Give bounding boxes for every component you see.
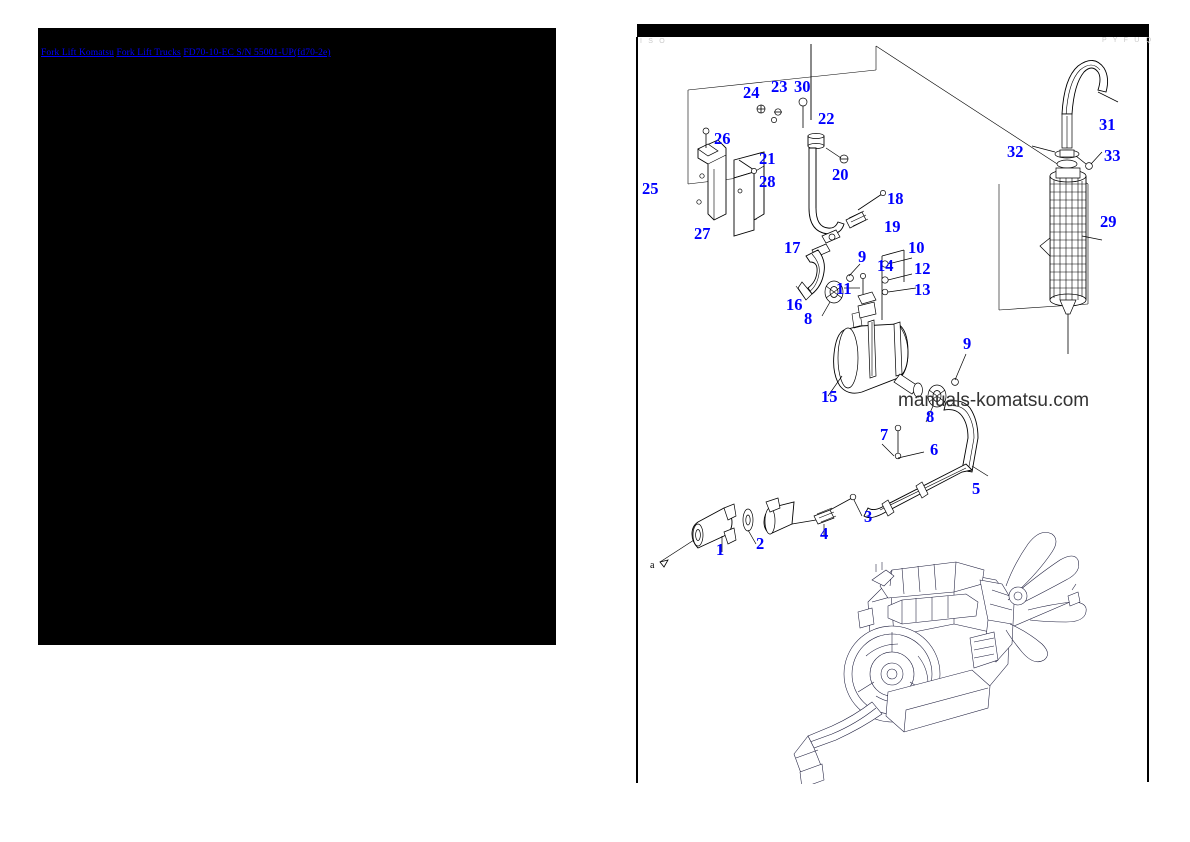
breadcrumb-item-3[interactable]: FD70-10-EC S/N 55001-UP(fd70-2e) <box>183 48 331 58</box>
breadcrumb: Fork Lift Komatsu Fork Lift Trucks FD70-… <box>41 48 331 59</box>
callout-32: 32 <box>1007 142 1024 161</box>
callout-27: 27 <box>694 224 711 243</box>
callout-29: 29 <box>1100 212 1117 231</box>
callout-20: 20 <box>832 165 849 184</box>
callout-28: 28 <box>759 172 776 191</box>
diagram-canvas: manuals-komatsu.com 1 2 3 4 5 6 7 8 8 9 … <box>642 44 1121 784</box>
callout-4: 4 <box>820 524 828 543</box>
callout-33: 33 <box>1104 146 1121 165</box>
part-aircleaner-group <box>1031 60 1119 354</box>
callout-5: 5 <box>972 479 980 498</box>
diagram-frame-left-border <box>636 37 638 783</box>
part-flange-group-right <box>925 353 967 423</box>
part-fastener-group-lower <box>881 424 925 460</box>
part-pipe-20 <box>807 133 886 258</box>
breadcrumb-item-2[interactable]: Fork Lift Trucks <box>116 48 181 58</box>
callout-22: 22 <box>818 109 835 128</box>
callout-18: 18 <box>887 189 904 208</box>
part-bracket-group <box>696 127 765 237</box>
callout-9: 9 <box>858 247 866 266</box>
callout-17: 17 <box>784 238 801 257</box>
callout-31: 31 <box>1099 115 1116 134</box>
part-tailpipe-5 <box>863 400 989 519</box>
callout-15: 15 <box>821 387 838 406</box>
label-a: a <box>650 560 655 571</box>
callout-24: 24 <box>743 83 760 102</box>
callout-9b: 9 <box>963 334 971 353</box>
document-viewer-panel: Fork Lift Komatsu Fork Lift Trucks FD70-… <box>38 28 556 645</box>
callout-8: 8 <box>926 407 934 426</box>
parts-diagram-panel: I S O P Y F U Q <box>636 24 1151 784</box>
diagram-code-right: P Y F U Q <box>1102 37 1154 44</box>
diagram-header-bar <box>637 24 1149 37</box>
breadcrumb-item-1[interactable]: Fork Lift Komatsu <box>41 48 114 58</box>
watermark-text: manuals-komatsu.com <box>898 390 1089 411</box>
callout-8b: 8 <box>804 309 812 328</box>
part-mount-hardware <box>844 249 917 320</box>
callout-14: 14 <box>877 256 894 275</box>
part-connector-group <box>659 493 863 568</box>
callout-23: 23 <box>771 77 788 96</box>
callout-6: 6 <box>930 440 938 459</box>
part-flange-group-left <box>821 263 861 317</box>
callout-1: 1 <box>716 540 724 559</box>
callout-30: 30 <box>794 77 811 96</box>
callout-11: 11 <box>836 279 852 298</box>
callout-3: 3 <box>864 507 872 526</box>
callout-13: 13 <box>914 280 931 299</box>
callout-7: 7 <box>880 425 888 444</box>
callout-16: 16 <box>786 295 803 314</box>
engine-assembly-drawing <box>793 532 1087 784</box>
callout-25: 25 <box>642 179 659 198</box>
diagram-code-left: I S O <box>640 38 667 45</box>
callout-10: 10 <box>908 238 925 257</box>
callout-26: 26 <box>714 129 731 148</box>
part-muffler-15 <box>827 301 923 398</box>
callout-21: 21 <box>759 149 776 168</box>
part-fastener-group-top <box>756 44 849 164</box>
diagram-frame-right-border <box>1147 37 1149 782</box>
part-hose-16 <box>795 249 825 301</box>
callout-2: 2 <box>756 534 764 553</box>
callout-12: 12 <box>914 259 931 278</box>
callout-19: 19 <box>884 217 901 236</box>
part-callout-labels: 1 2 3 4 5 6 7 8 8 9 9 10 11 12 13 14 15 … <box>642 77 1121 571</box>
